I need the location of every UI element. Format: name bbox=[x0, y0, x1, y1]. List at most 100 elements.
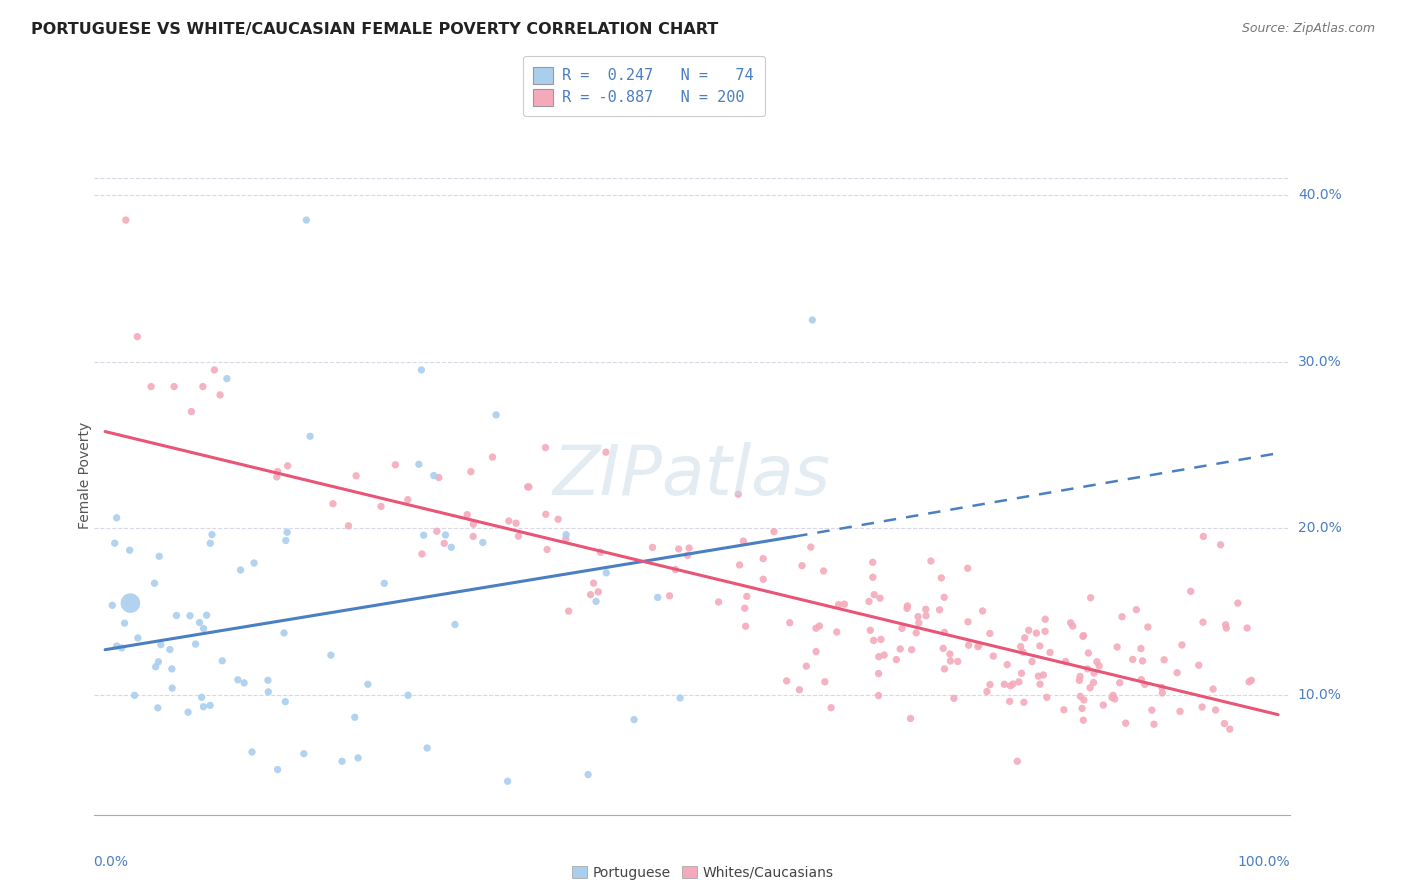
Point bbox=[243, 556, 266, 570]
Point bbox=[1053, 703, 1076, 717]
Point bbox=[868, 666, 890, 681]
Point bbox=[143, 576, 166, 591]
Point bbox=[266, 470, 288, 484]
Point bbox=[582, 576, 605, 591]
Point bbox=[1021, 655, 1043, 669]
Point bbox=[266, 763, 288, 777]
Point bbox=[1133, 677, 1156, 691]
Point bbox=[934, 625, 956, 640]
Point bbox=[201, 527, 224, 541]
Point bbox=[1071, 701, 1094, 715]
Point bbox=[1011, 666, 1033, 681]
Point bbox=[319, 648, 342, 662]
Point bbox=[1166, 665, 1188, 680]
Point bbox=[804, 644, 827, 658]
Point bbox=[408, 457, 430, 471]
Point bbox=[215, 371, 238, 385]
Point bbox=[456, 508, 478, 522]
Point bbox=[967, 640, 990, 654]
Point bbox=[1069, 690, 1091, 704]
Point bbox=[1008, 674, 1031, 689]
Point bbox=[534, 441, 557, 455]
Point bbox=[957, 638, 980, 652]
Point bbox=[1069, 669, 1091, 683]
Point bbox=[149, 638, 172, 652]
Point bbox=[1039, 646, 1062, 660]
Point bbox=[1014, 631, 1036, 645]
Text: Source: ZipAtlas.com: Source: ZipAtlas.com bbox=[1241, 22, 1375, 36]
Point bbox=[127, 329, 149, 343]
Point bbox=[118, 543, 141, 558]
Point bbox=[274, 695, 297, 709]
Point bbox=[1125, 602, 1147, 616]
Point bbox=[1188, 658, 1211, 673]
Point bbox=[1240, 673, 1263, 688]
Point bbox=[678, 541, 700, 555]
Point bbox=[956, 615, 979, 629]
Point bbox=[862, 633, 884, 648]
Point bbox=[862, 570, 884, 584]
Point bbox=[1192, 529, 1215, 543]
Point bbox=[995, 657, 1018, 672]
Point bbox=[233, 676, 256, 690]
Point bbox=[257, 685, 280, 699]
Point bbox=[734, 619, 756, 633]
Point bbox=[277, 458, 299, 473]
Point bbox=[426, 524, 449, 539]
Point bbox=[337, 518, 360, 533]
Point bbox=[1069, 673, 1091, 688]
Point bbox=[485, 408, 508, 422]
Point bbox=[1130, 673, 1153, 687]
Point bbox=[1108, 675, 1130, 690]
Point bbox=[1215, 621, 1237, 635]
Point bbox=[1180, 584, 1202, 599]
Point bbox=[1029, 639, 1052, 653]
Point bbox=[1071, 713, 1094, 727]
Point bbox=[1062, 619, 1084, 633]
Legend: R =  0.247   N =   74, R = -0.887   N = 200: R = 0.247 N = 74, R = -0.887 N = 200 bbox=[523, 56, 765, 116]
Y-axis label: Female Poverty: Female Poverty bbox=[79, 422, 93, 529]
Point bbox=[868, 649, 890, 664]
Point bbox=[790, 558, 813, 573]
Point bbox=[1136, 620, 1159, 634]
Point bbox=[929, 571, 952, 585]
Point bbox=[623, 713, 645, 727]
Point bbox=[863, 588, 886, 602]
Point bbox=[891, 621, 914, 635]
Point bbox=[1152, 686, 1174, 700]
Point bbox=[776, 673, 799, 688]
Point bbox=[579, 588, 602, 602]
Point bbox=[862, 555, 884, 569]
Point bbox=[834, 597, 856, 611]
Point bbox=[114, 616, 136, 631]
Point bbox=[1102, 689, 1125, 703]
Point bbox=[981, 648, 1004, 663]
Point bbox=[198, 698, 221, 713]
Point bbox=[114, 213, 136, 227]
Point bbox=[373, 576, 395, 591]
Point bbox=[1088, 658, 1111, 673]
Point bbox=[668, 541, 690, 556]
Text: 30.0%: 30.0% bbox=[1298, 355, 1341, 368]
Point bbox=[800, 540, 823, 554]
Point bbox=[641, 541, 664, 555]
Point bbox=[146, 701, 169, 715]
Point bbox=[1073, 693, 1095, 707]
Point bbox=[900, 711, 922, 725]
Point bbox=[274, 533, 297, 548]
Point bbox=[440, 541, 463, 555]
Point bbox=[322, 497, 344, 511]
Point bbox=[1213, 716, 1236, 731]
Point bbox=[813, 564, 835, 578]
Point bbox=[1010, 640, 1032, 654]
Point bbox=[1032, 668, 1054, 682]
Point bbox=[905, 625, 928, 640]
Point bbox=[939, 654, 962, 668]
Point bbox=[868, 689, 890, 703]
Point bbox=[896, 599, 918, 613]
Point bbox=[273, 626, 295, 640]
Point bbox=[900, 642, 922, 657]
Point bbox=[292, 747, 315, 761]
Point bbox=[463, 529, 485, 543]
Point bbox=[896, 601, 918, 615]
